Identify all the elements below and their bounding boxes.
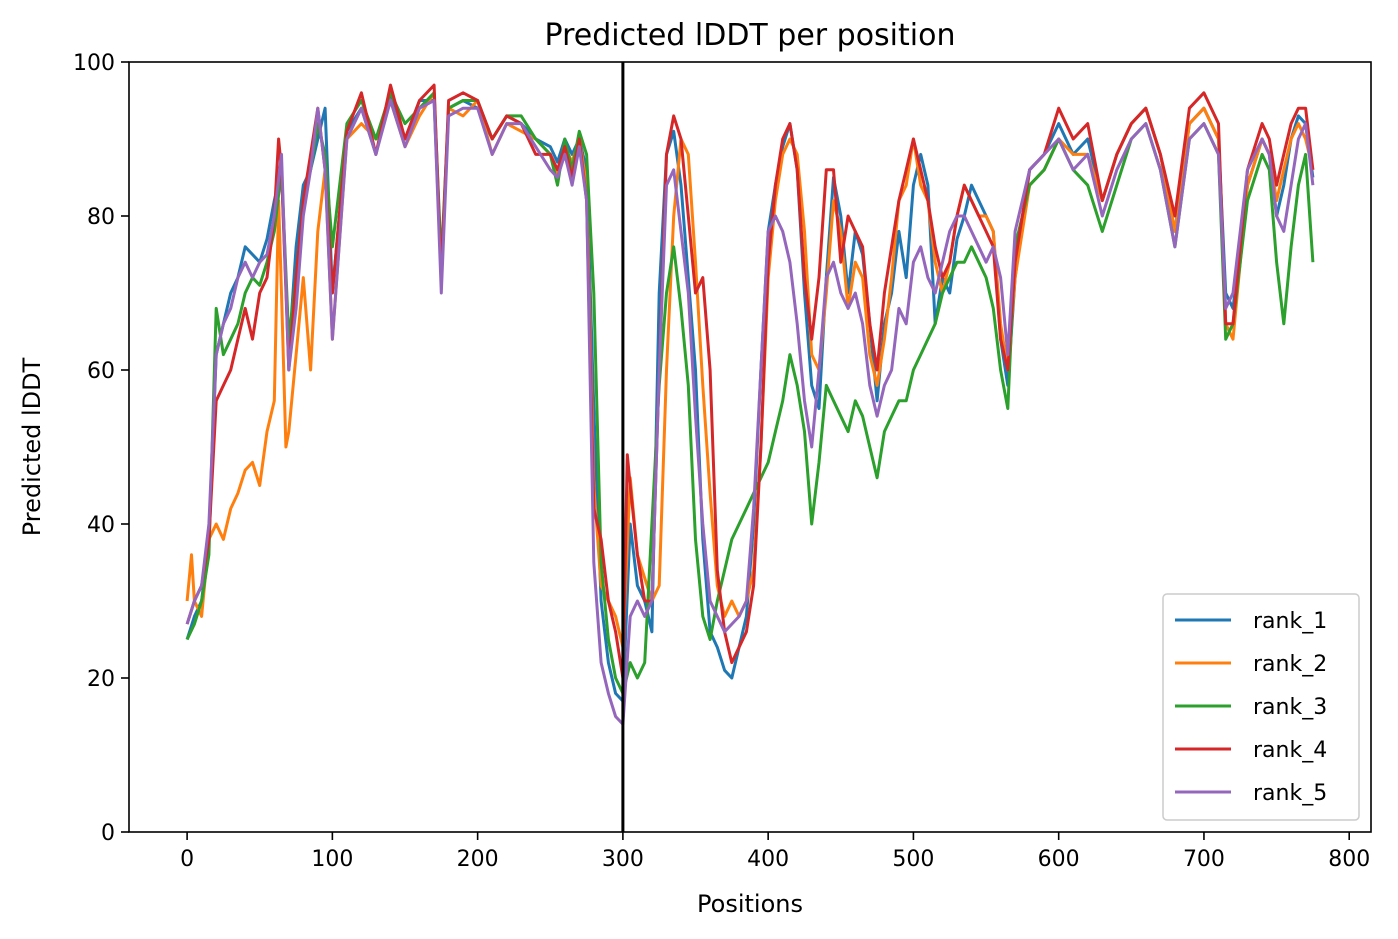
y-axis: 0 20 40 60 80 100 (73, 51, 129, 846)
legend-label-rank_4: rank_4 (1253, 738, 1327, 763)
legend-label-rank_2: rank_2 (1253, 652, 1327, 677)
x-axis: 0 100 200 300 400 500 600 700 800 (180, 832, 1370, 872)
legend-box (1162, 593, 1360, 821)
legend-label-rank_5: rank_5 (1253, 781, 1327, 806)
series-line-rank_5 (185, 99, 1315, 726)
y-tick-label: 80 (87, 205, 115, 230)
x-tick-label: 400 (747, 847, 789, 872)
legend-label-rank_1: rank_1 (1253, 609, 1327, 634)
legend: rank_1 rank_2 rank_3 rank_4 rank_5 (1162, 593, 1360, 821)
y-tick-label: 0 (101, 821, 115, 846)
x-tick-label: 700 (1183, 847, 1225, 872)
chart-title: Predicted lDDT per position (545, 18, 956, 53)
legend-label-rank_3: rank_3 (1253, 695, 1327, 720)
series-line-rank_4 (185, 83, 1315, 680)
x-tick-label: 500 (892, 847, 934, 872)
series-layer (185, 83, 1315, 726)
y-tick-label: 40 (87, 513, 115, 538)
plot-frame (128, 61, 1372, 833)
y-axis-label: Predicted lDDT (18, 357, 46, 536)
x-axis-label: Positions (697, 890, 803, 918)
x-tick-label: 800 (1328, 847, 1370, 872)
x-tick-label: 100 (311, 847, 353, 872)
y-tick-label: 60 (87, 359, 115, 384)
x-tick-label: 600 (1038, 847, 1080, 872)
series-line-rank_2 (185, 91, 1315, 649)
x-tick-label: 300 (602, 847, 644, 872)
y-tick-label: 100 (73, 51, 115, 76)
y-tick-label: 20 (87, 667, 115, 692)
x-tick-label: 0 (180, 847, 194, 872)
x-tick-label: 200 (457, 847, 499, 872)
